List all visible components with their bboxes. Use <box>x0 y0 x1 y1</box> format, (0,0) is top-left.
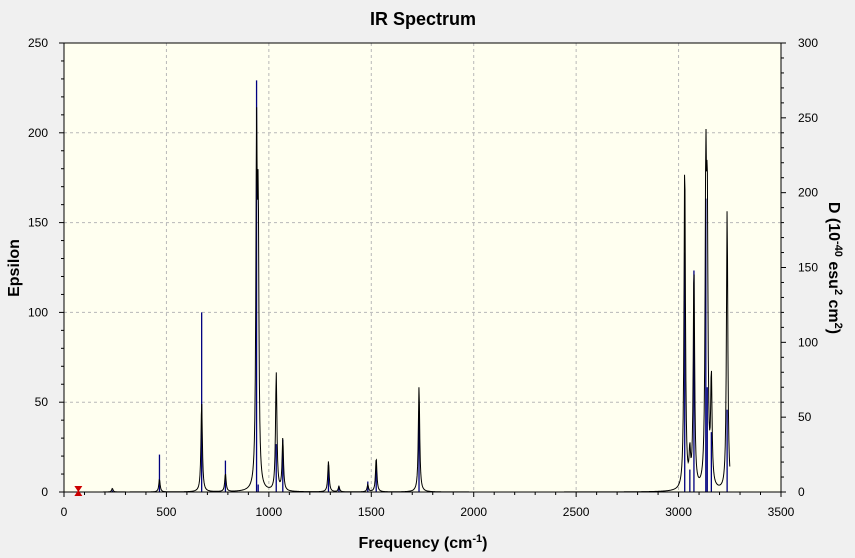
y-left-axis-ticks: 0 50 100 150 200 250 <box>28 36 64 499</box>
y-left-tick-label: 250 <box>28 36 48 50</box>
plot-area <box>64 43 781 492</box>
x-tick-label: 0 <box>61 505 68 519</box>
x-tick-label: 2500 <box>563 505 590 519</box>
x-tick-label: 500 <box>156 505 176 519</box>
chart-title: IR Spectrum <box>370 9 476 29</box>
marker-layer <box>74 486 83 496</box>
y-right-axis-title: D (10-40 esu2 cm2) <box>825 202 844 334</box>
y-left-tick-label: 50 <box>35 395 49 409</box>
x-tick-label: 2000 <box>460 505 487 519</box>
x-tick-label: 1500 <box>358 505 385 519</box>
y-left-tick-label: 100 <box>28 305 48 319</box>
y-right-tick-label: 50 <box>798 410 812 424</box>
x-tick-label: 3000 <box>665 505 692 519</box>
x-axis-title: Frequency (cm-1) <box>359 533 488 552</box>
y-left-axis-title: Epsilon <box>6 239 23 297</box>
marker-arrow-icon <box>74 486 83 492</box>
y-left-tick-label: 200 <box>28 126 48 140</box>
y-left-tick-label: 0 <box>41 485 48 499</box>
y-right-tick-label: 100 <box>798 335 818 349</box>
marker-arrow-icon-lower <box>74 490 83 496</box>
x-tick-label: 3500 <box>768 505 795 519</box>
x-tick-label: 1000 <box>256 505 283 519</box>
y-right-tick-label: 300 <box>798 36 818 50</box>
y-right-axis-ticks: 0 50 100 150 200 250 300 <box>781 36 818 499</box>
y-left-tick-label: 150 <box>28 216 48 230</box>
y-right-tick-label: 200 <box>798 186 818 200</box>
y-right-tick-label: 150 <box>798 261 818 275</box>
y-right-tick-label: 0 <box>798 485 805 499</box>
x-axis-ticks: 0 500 1000 1500 2000 2500 3000 3500 <box>61 492 795 519</box>
y-right-tick-label: 250 <box>798 111 818 125</box>
grid-lines <box>64 43 781 492</box>
